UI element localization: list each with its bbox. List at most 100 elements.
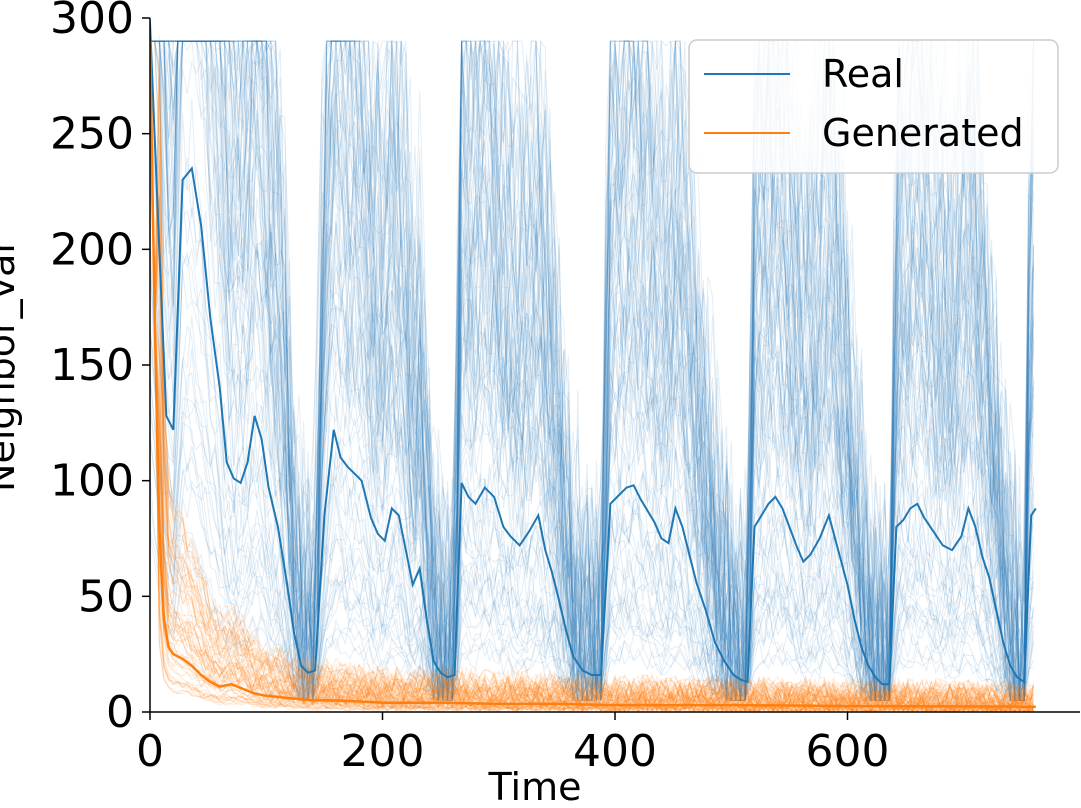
real-sample-trace xyxy=(150,40,1034,702)
generated-sample-trace xyxy=(150,42,1034,712)
real-sample-trace xyxy=(150,410,1034,702)
generated-sample-trace xyxy=(150,30,1034,712)
real-sample-trace xyxy=(150,39,1034,701)
real-sample-trace xyxy=(150,499,1034,702)
generated-sample-trace xyxy=(150,37,1034,712)
real-sample-trace xyxy=(150,40,1034,702)
generated-mean-line xyxy=(150,41,1036,708)
tick-labels: 0 200 400 600 0 50 100 150 200 250 300 xyxy=(50,0,889,777)
real-sample-trace xyxy=(150,40,1034,702)
real-sample-trace xyxy=(150,440,1034,702)
real-sample-trace xyxy=(150,41,1034,702)
generated-sample-trace xyxy=(150,44,1034,711)
real-sample-trace xyxy=(150,373,1034,702)
real-sample-trace xyxy=(150,40,1034,701)
generated-sample-trace xyxy=(150,42,1034,712)
generated-sample-trace xyxy=(150,47,1034,712)
real-sample-trace xyxy=(150,40,1034,701)
generated-sample-trace xyxy=(150,45,1034,712)
generated-sample-trace xyxy=(150,40,1034,712)
generated-sample-trace xyxy=(150,40,1034,712)
real-sample-trace xyxy=(150,40,1034,701)
y-tick-label: 0 xyxy=(106,687,134,738)
real-sample-trace xyxy=(150,40,1034,701)
real-sample-trace xyxy=(150,40,1034,701)
real-sample-trace xyxy=(150,40,1034,701)
generated-sample-trace xyxy=(150,40,1034,712)
real-sample-traces xyxy=(150,39,1034,703)
real-sample-trace xyxy=(150,475,1034,703)
real-sample-trace xyxy=(150,40,1034,701)
real-sample-trace xyxy=(150,40,1034,701)
real-sample-trace xyxy=(150,40,1034,701)
real-sample-trace xyxy=(150,40,1034,701)
y-tick-label: 300 xyxy=(50,0,134,44)
generated-sample-trace xyxy=(150,42,1034,712)
real-sample-trace xyxy=(150,39,1034,701)
real-sample-trace xyxy=(150,529,1034,702)
y-tick-label: 200 xyxy=(50,224,134,275)
real-sample-trace xyxy=(150,39,1034,701)
real-sample-trace xyxy=(150,40,1034,702)
real-sample-trace xyxy=(150,255,1034,703)
generated-sample-trace xyxy=(150,38,1034,712)
real-sample-trace xyxy=(150,63,1034,701)
x-tick-label: 0 xyxy=(136,726,164,777)
generated-sample-trace xyxy=(150,45,1034,712)
legend-label-generated: Generated xyxy=(822,111,1024,155)
generated-sample-trace xyxy=(150,30,1034,712)
real-sample-trace xyxy=(150,39,1034,701)
real-sample-trace xyxy=(150,380,1034,703)
real-sample-trace xyxy=(150,40,1034,702)
generated-sample-trace xyxy=(150,36,1034,712)
real-sample-trace xyxy=(150,40,1034,701)
real-sample-trace xyxy=(150,40,1034,701)
generated-sample-trace xyxy=(150,37,1034,712)
real-sample-trace xyxy=(150,40,1034,702)
real-sample-trace xyxy=(150,39,1034,701)
real-sample-trace xyxy=(150,535,1034,702)
generated-sample-trace xyxy=(150,49,1034,712)
real-sample-trace xyxy=(150,40,1034,702)
generated-sample-trace xyxy=(150,38,1034,712)
generated-sample-trace xyxy=(150,30,1034,711)
real-sample-trace xyxy=(150,40,1034,701)
real-sample-trace xyxy=(150,325,1034,702)
generated-sample-trace xyxy=(150,51,1034,708)
real-sample-trace xyxy=(150,40,1034,701)
x-tick-label: 600 xyxy=(806,726,890,777)
generated-sample-trace xyxy=(150,32,1034,712)
real-sample-trace xyxy=(150,40,1034,701)
legend-label-real: Real xyxy=(822,52,904,96)
real-sample-trace xyxy=(150,334,1034,702)
real-sample-trace xyxy=(150,40,1034,701)
x-tick-label: 200 xyxy=(341,726,425,777)
y-tick-label: 100 xyxy=(50,456,134,507)
generated-sample-trace xyxy=(150,38,1034,712)
real-sample-trace xyxy=(150,266,1034,703)
y-tick-label: 250 xyxy=(50,109,134,160)
real-sample-trace xyxy=(150,40,1034,701)
real-sample-trace xyxy=(150,39,1034,701)
real-sample-trace xyxy=(150,40,1034,701)
plot-area xyxy=(150,22,1037,712)
real-sample-trace xyxy=(150,40,1034,701)
generated-sample-trace xyxy=(150,39,1034,712)
real-sample-trace xyxy=(150,68,1034,703)
real-sample-trace xyxy=(150,39,1034,702)
real-sample-trace xyxy=(150,40,1034,701)
generated-sample-trace xyxy=(150,44,1034,712)
real-sample-trace xyxy=(150,325,1034,703)
generated-sample-trace xyxy=(150,38,1034,712)
y-tick-label: 150 xyxy=(50,340,134,391)
real-sample-trace xyxy=(150,40,1034,703)
generated-sample-trace xyxy=(150,39,1034,712)
real-sample-trace xyxy=(150,40,1034,701)
real-sample-trace xyxy=(150,40,1034,701)
real-sample-trace xyxy=(150,231,1034,701)
y-tick-label: 50 xyxy=(78,571,134,622)
real-sample-trace xyxy=(150,169,1034,702)
real-sample-trace xyxy=(150,40,1034,703)
real-sample-trace xyxy=(150,40,1034,702)
